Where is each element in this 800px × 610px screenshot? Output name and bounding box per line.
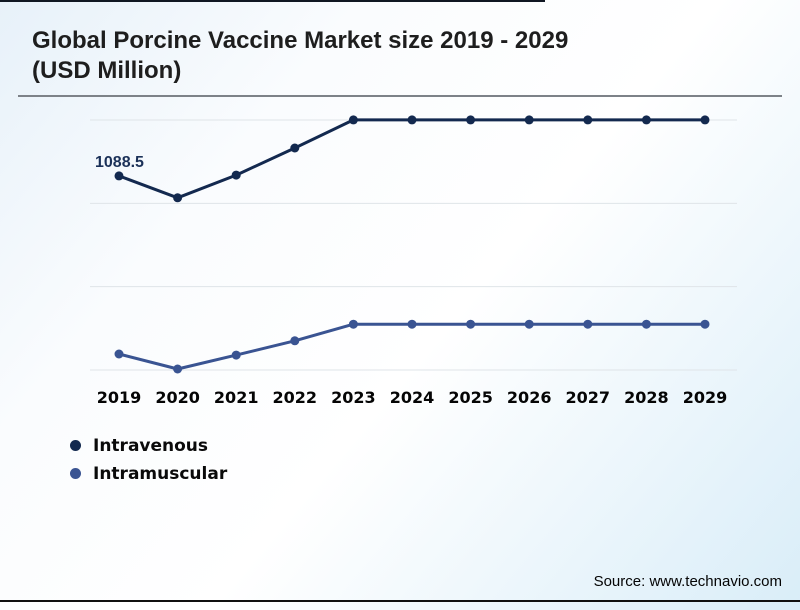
x-axis-label-2020: 2020: [155, 388, 200, 407]
series-line-intramuscular: [117, 322, 707, 371]
market-size-line-chart: 1088.5 2019 2020 2021 2022 2023 2024 2025 2026 20…: [90, 115, 737, 407]
legend-label-intravenous: Intravenous: [93, 435, 209, 456]
x-axis-label-2025: 2025: [448, 388, 493, 407]
data-point-intramuscular-2024: [407, 319, 417, 329]
data-point-intravenous-2019: [114, 171, 124, 181]
data-point-intravenous-2022: [290, 143, 300, 153]
chart-legend: Intravenous Intramuscular: [70, 434, 227, 485]
x-axis-label-2019: 2019: [97, 388, 142, 407]
data-point-intravenous-2026: [524, 115, 534, 125]
x-axis-label-2028: 2028: [624, 388, 669, 407]
x-axis-label-2024: 2024: [390, 388, 435, 407]
x-axis-label-2021: 2021: [214, 388, 259, 407]
title-divider: [18, 95, 782, 97]
data-point-intramuscular-2027: [583, 319, 593, 329]
series-line-intravenous: [117, 118, 707, 200]
data-point-intramuscular-2020: [173, 364, 183, 374]
data-point-label: 1088.5: [95, 154, 144, 171]
data-point-intravenous-2021: [231, 170, 241, 180]
data-point-intramuscular-2026: [524, 319, 534, 329]
source-attribution: Source: www.technavio.com: [593, 573, 782, 590]
data-point-intravenous-2024: [407, 115, 417, 125]
x-axis-label-2022: 2022: [273, 388, 318, 407]
data-point-intravenous-2025: [466, 115, 476, 125]
bottom-border: [0, 600, 800, 602]
legend-marker-intravenous-icon: [70, 440, 81, 451]
data-point-intramuscular-2021: [231, 350, 241, 360]
x-axis-label-2027: 2027: [566, 388, 611, 407]
legend-item-intravenous: Intravenous: [70, 434, 227, 457]
data-point-intramuscular-2028: [641, 319, 651, 329]
data-point-intravenous-2028: [641, 115, 651, 125]
data-point-intramuscular-2023: [348, 319, 358, 329]
legend-label-intramuscular: Intramuscular: [93, 463, 228, 484]
legend-item-intramuscular: Intramuscular: [70, 462, 227, 485]
x-axis-label-2023: 2023: [331, 388, 376, 407]
x-axis-label-2029: 2029: [683, 388, 728, 407]
legend-marker-intramuscular-icon: [70, 468, 81, 479]
data-point-intravenous-2023: [348, 115, 358, 125]
data-point-intramuscular-2019: [114, 349, 124, 359]
chart-title: Global Porcine Vaccine Market size 2019 …: [32, 27, 569, 84]
data-point-intramuscular-2025: [466, 319, 476, 329]
x-axis-label-2026: 2026: [507, 388, 552, 407]
data-point-intravenous-2027: [583, 115, 593, 125]
data-point-intravenous-2029: [700, 115, 710, 125]
top-border: [0, 0, 545, 2]
data-point-intravenous-2020: [173, 193, 183, 203]
data-point-intramuscular-2022: [290, 336, 300, 346]
data-point-intramuscular-2029: [700, 319, 710, 329]
